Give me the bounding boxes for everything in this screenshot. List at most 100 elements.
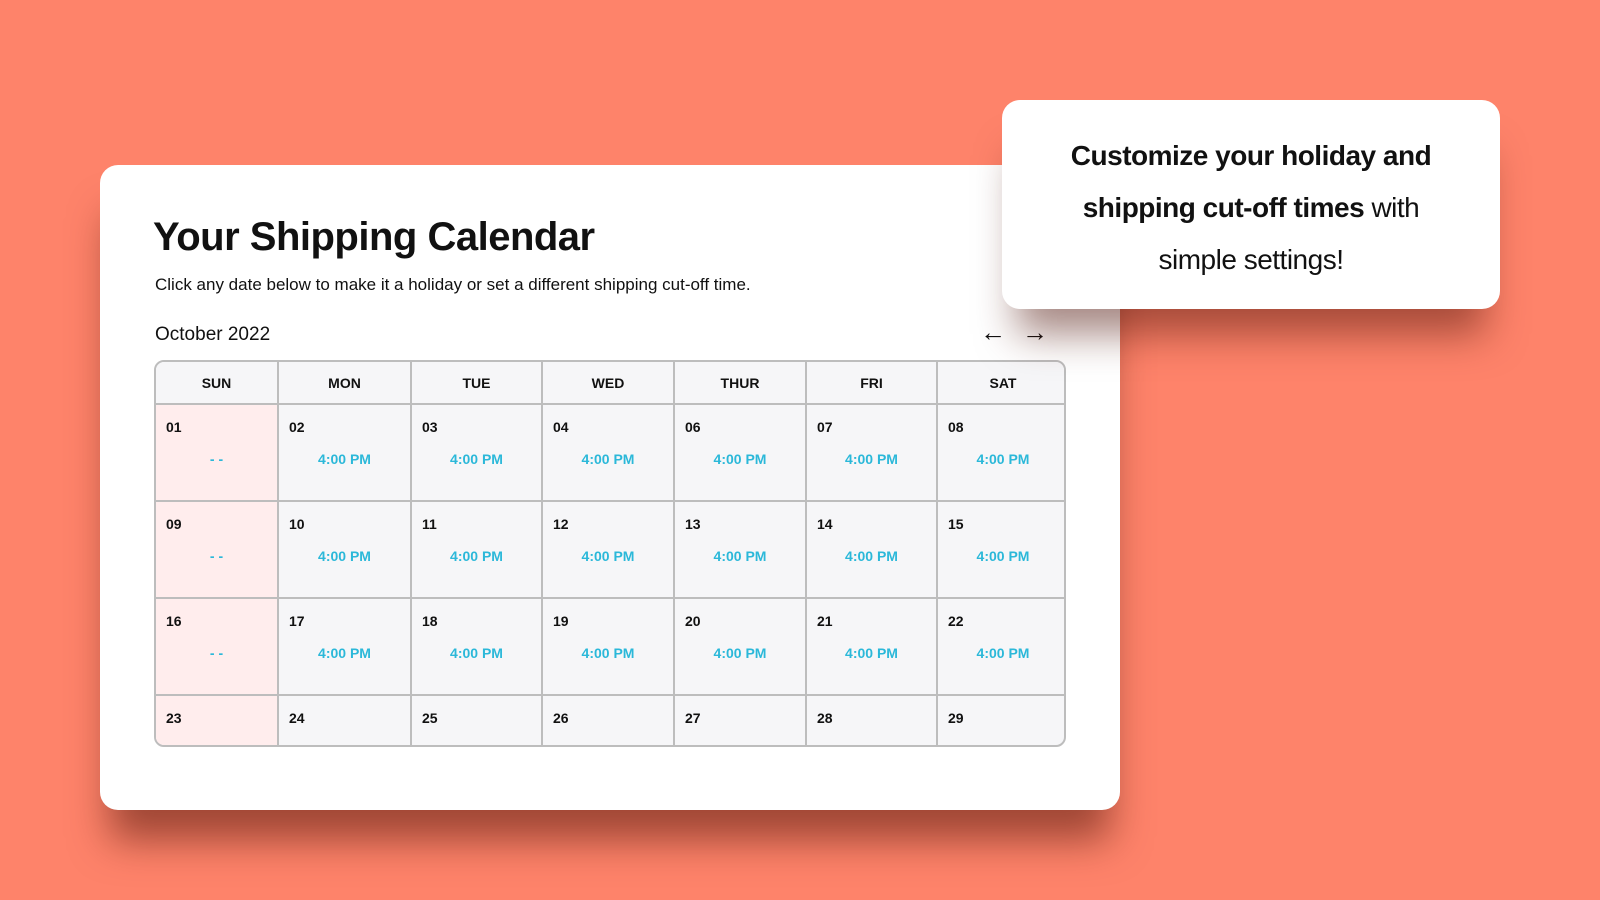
calendar-day-cell[interactable]: 18 4:00 PM: [411, 598, 543, 696]
calendar-day-cell[interactable]: 21 4:00 PM: [806, 598, 938, 696]
cutoff-time: 4:00 PM: [845, 645, 898, 661]
cutoff-time: 4:00 PM: [713, 645, 767, 661]
cutoff-time: 4:00 PM: [976, 645, 1030, 661]
callout-line-2-bold: shipping cut-off times: [1082, 192, 1365, 223]
day-number: 22: [948, 613, 964, 629]
calendar-week: 01 - - 02 4:00 PM 03 4:00 PM 04 4:00 PM 06 4:00 P…: [156, 404, 1064, 502]
callout-line-3: simple settings!: [1158, 244, 1344, 275]
weekday-header: THUR: [674, 362, 807, 405]
calendar-day-cell[interactable]: 15 4:00 PM: [937, 501, 1064, 599]
day-number: 01: [166, 419, 182, 435]
cutoff-time: 4:00 PM: [713, 548, 767, 564]
day-number: 20: [685, 613, 701, 629]
cutoff-time: 4:00 PM: [450, 548, 503, 564]
cutoff-time: 4:00 PM: [976, 548, 1030, 564]
next-month-arrow-icon[interactable]: →: [1022, 317, 1048, 347]
day-number: 09: [166, 516, 182, 532]
weekday-header: MON: [278, 362, 412, 405]
callout-line-1: Customize your holiday and: [1070, 140, 1432, 171]
calendar-day-cell[interactable]: 20 4:00 PM: [674, 598, 807, 696]
day-number: 21: [817, 613, 833, 629]
cutoff-time: 4:00 PM: [318, 645, 371, 661]
day-number: 04: [553, 419, 569, 435]
cutoff-time: 4:00 PM: [318, 451, 371, 467]
day-number: 28: [817, 710, 833, 726]
calendar-day-cell[interactable]: 07 4:00 PM: [806, 404, 938, 502]
weekday-header: SAT: [937, 362, 1064, 405]
calendar-day-cell[interactable]: 22 4:00 PM: [937, 598, 1064, 696]
callout-line-2: with: [1364, 192, 1420, 223]
calendar-day-cell[interactable]: 16 - -: [156, 598, 279, 696]
prev-month-arrow-icon[interactable]: ←: [980, 317, 1006, 347]
weekday-header: SUN: [156, 362, 279, 405]
calendar-day-cell[interactable]: 17 4:00 PM: [278, 598, 412, 696]
day-number: 15: [948, 516, 964, 532]
day-number: 17: [289, 613, 305, 629]
feature-callout: Customize your holiday and shipping cut-…: [1002, 100, 1500, 309]
day-number: 23: [166, 710, 182, 726]
cutoff-time: 4:00 PM: [279, 742, 410, 745]
day-number: 06: [685, 419, 701, 435]
cutoff-time: 4:00 PM: [581, 451, 635, 467]
page-title: Your Shipping Calendar: [153, 215, 595, 259]
calendar-day-cell[interactable]: 24 4:00 PM: [278, 695, 412, 745]
calendar-day-cell[interactable]: 26 4:00 PM: [542, 695, 675, 745]
day-number: 12: [553, 516, 569, 532]
calendar-day-cell[interactable]: 09 - -: [156, 501, 279, 599]
cutoff-time: 4:00 PM: [450, 451, 503, 467]
cutoff-time: 4:00 PM: [807, 742, 936, 745]
calendar-day-cell[interactable]: 04 4:00 PM: [542, 404, 675, 502]
cutoff-time: 4:00 PM: [450, 645, 503, 661]
calendar-day-cell[interactable]: 25 4:00 PM: [411, 695, 543, 745]
day-number: 10: [289, 516, 305, 532]
cutoff-time: 4:00 PM: [581, 645, 635, 661]
calendar-week: 09 - - 10 4:00 PM 11 4:00 PM 12 4:00 PM 13 4:00 P…: [156, 501, 1064, 599]
cutoff-time: 4:00 PM: [581, 548, 635, 564]
weekday-header: WED: [542, 362, 675, 405]
cutoff-time: 4:00 PM: [543, 742, 673, 745]
calendar-day-cell[interactable]: 03 4:00 PM: [411, 404, 543, 502]
cutoff-time: - -: [209, 645, 224, 661]
calendar-week: 23 - - 24 4:00 PM 25 4:00 PM 26 4:00 PM 27 4:00 P…: [156, 695, 1064, 745]
calendar-day-cell[interactable]: 13 4:00 PM: [674, 501, 807, 599]
calendar-week: 16 - - 17 4:00 PM 18 4:00 PM 19 4:00 PM 20 4:00 P…: [156, 598, 1064, 696]
cutoff-time: 4:00 PM: [675, 742, 805, 745]
day-number: 07: [817, 419, 833, 435]
day-number: 11: [422, 516, 437, 532]
cutoff-time: - -: [156, 742, 277, 745]
cutoff-time: 4:00 PM: [318, 548, 371, 564]
calendar-day-cell[interactable]: 12 4:00 PM: [542, 501, 675, 599]
calendar-day-cell[interactable]: 29 4:00 PM: [937, 695, 1064, 745]
calendar-day-cell[interactable]: 08 4:00 PM: [937, 404, 1064, 502]
calendar-day-cell[interactable]: 28 4:00 PM: [806, 695, 938, 745]
day-number: 14: [817, 516, 833, 532]
calendar-day-cell[interactable]: 10 4:00 PM: [278, 501, 412, 599]
cutoff-time: 4:00 PM: [412, 742, 541, 745]
day-number: 16: [166, 613, 182, 629]
cutoff-time: - -: [209, 451, 224, 467]
day-number: 24: [289, 710, 305, 726]
weekday-header: FRI: [806, 362, 938, 405]
calendar-day-cell[interactable]: 23 - -: [156, 695, 279, 745]
calendar-day-cell[interactable]: 06 4:00 PM: [674, 404, 807, 502]
instructions: Click any date below to make it a holida…: [155, 275, 751, 294]
day-number: 13: [685, 516, 701, 532]
day-number: 26: [553, 710, 569, 726]
calendar-day-cell[interactable]: 02 4:00 PM: [278, 404, 412, 502]
calendar-day-cell[interactable]: 19 4:00 PM: [542, 598, 675, 696]
month-label: October 2022: [155, 324, 271, 345]
calendar-day-cell[interactable]: 14 4:00 PM: [806, 501, 938, 599]
cutoff-time: 4:00 PM: [976, 451, 1030, 467]
day-number: 27: [685, 710, 701, 726]
calendar-day-cell[interactable]: 01 - -: [156, 404, 279, 502]
weekday-header: TUE: [411, 362, 543, 405]
calendar-day-cell[interactable]: 11 4:00 PM: [411, 501, 543, 599]
calendar-day-cell[interactable]: 27 4:00 PM: [674, 695, 807, 745]
calendar-grid: SUN MON TUE WED THUR FRI SAT 01 - - 02 4:00 PM 03 4…: [154, 360, 1066, 747]
day-number: 02: [289, 419, 305, 435]
cutoff-time: 4:00 PM: [713, 451, 767, 467]
cutoff-time: 4:00 PM: [845, 451, 898, 467]
shipping-calendar-card: Your Shipping Calendar Click any date be…: [100, 165, 1120, 810]
day-number: 18: [422, 613, 438, 629]
cutoff-time: 4:00 PM: [938, 742, 1064, 745]
